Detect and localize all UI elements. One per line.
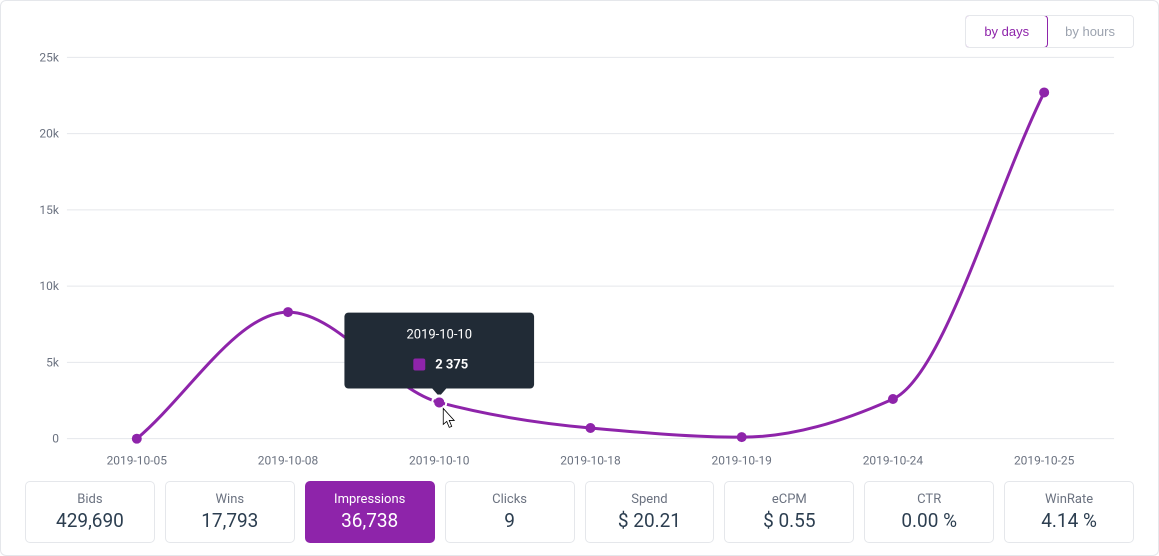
cursor-icon (443, 408, 454, 427)
metric-label: Impressions (314, 492, 426, 507)
granularity-toggle: by days by hours (965, 15, 1134, 48)
analytics-panel: by days by hours 0 5k 10k 15k 20k 25k 2019-10-… (0, 0, 1159, 556)
metric-label: Bids (34, 492, 146, 507)
series-dot[interactable] (132, 434, 142, 444)
metric-label: WinRate (1013, 492, 1125, 507)
metric-card-clicks[interactable]: Clicks 9 (445, 481, 575, 543)
tooltip-date: 2019-10-10 (407, 328, 472, 343)
metric-label: Spend (594, 492, 706, 507)
metric-value: 9 (454, 509, 566, 532)
series-dot[interactable] (585, 423, 595, 433)
xtick-label: 2019-10-19 (711, 454, 771, 468)
chart-svg: 0 5k 10k 15k 20k 25k 2019-10-05 2019-10-08 2019-… (25, 53, 1134, 473)
xtick-label: 2019-10-18 (560, 454, 621, 468)
ytick-label: 25k (39, 53, 59, 64)
metric-card-winrate[interactable]: WinRate 4.14 % (1004, 481, 1134, 543)
xtick-label: 2019-10-08 (258, 454, 319, 468)
series-dot[interactable] (1039, 87, 1049, 97)
tooltip-swatch (413, 359, 425, 371)
toggle-by-days[interactable]: by days (965, 15, 1048, 48)
series-dot[interactable] (283, 307, 293, 317)
metric-value: 429,690 (34, 509, 146, 532)
metric-card-ecpm[interactable]: eCPM $ 0.55 (724, 481, 854, 543)
series-line (137, 92, 1044, 438)
toggle-by-hours[interactable]: by hours (1047, 16, 1133, 47)
series-dot-hover (434, 397, 444, 407)
ytick-label: 15k (39, 203, 59, 217)
metric-value: 4.14 % (1013, 509, 1125, 532)
xtick-label: 2019-10-05 (107, 454, 168, 468)
xtick-label: 2019-10-25 (1014, 454, 1075, 468)
ytick-label: 20k (39, 127, 59, 141)
metric-card-ctr[interactable]: CTR 0.00 % (864, 481, 994, 543)
xtick-label: 2019-10-10 (409, 454, 470, 468)
metric-value: 36,738 (314, 509, 426, 532)
series-dot[interactable] (737, 432, 747, 442)
metric-card-bids[interactable]: Bids 429,690 (25, 481, 155, 543)
metric-value: 17,793 (174, 509, 286, 532)
chart-tooltip (344, 313, 534, 389)
tooltip-value: 2 375 (435, 358, 468, 373)
metric-value: $ 20.21 (594, 509, 706, 532)
metric-label: eCPM (733, 492, 845, 507)
ytick-label: 5k (46, 355, 60, 369)
metric-label: CTR (873, 492, 985, 507)
metric-card-impressions[interactable]: Impressions 36,738 (305, 481, 435, 543)
ytick-label: 10k (39, 279, 59, 293)
xtick-label: 2019-10-24 (863, 454, 924, 468)
impressions-chart: 0 5k 10k 15k 20k 25k 2019-10-05 2019-10-08 2019-… (25, 53, 1134, 473)
metric-card-spend[interactable]: Spend $ 20.21 (585, 481, 715, 543)
metrics-row: Bids 429,690 Wins 17,793 Impressions 36,738 Cl… (25, 481, 1134, 543)
metric-card-wins[interactable]: Wins 17,793 (165, 481, 295, 543)
metric-label: Clicks (454, 492, 566, 507)
metric-label: Wins (174, 492, 286, 507)
metric-value: $ 0.55 (733, 509, 845, 532)
ytick-label: 0 (52, 432, 59, 446)
series-dot[interactable] (888, 394, 898, 404)
metric-value: 0.00 % (873, 509, 985, 532)
